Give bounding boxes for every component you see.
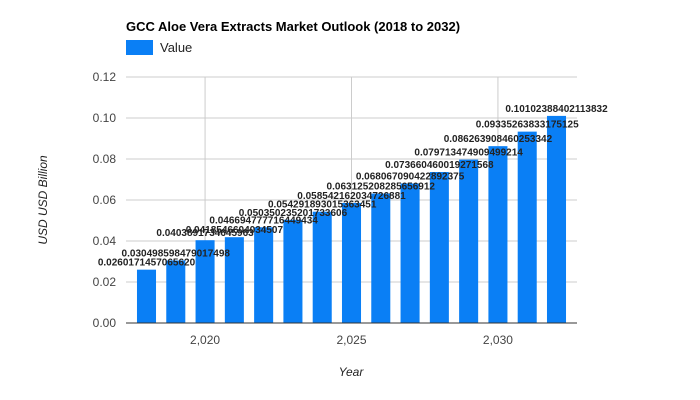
bars-layer [136,115,567,324]
data-label: 0.086263908460253342 [444,134,553,145]
data-label: 0.0260171457065620 [98,258,196,269]
bar [136,269,157,323]
bar [517,131,537,323]
data-label: 0.10102388402113832 [505,104,608,115]
data-label: 0.0418546604034507 [186,225,284,236]
bar [166,260,186,323]
bar [488,146,508,323]
y-tick-label: 0.04 [93,234,117,248]
chart-title: GCC Aloe Vera Extracts Market Outlook (2… [126,19,460,34]
bar [312,211,332,323]
data-label: 0.09335263833175125 [476,120,579,131]
data-label: 0.073660460019271568 [385,160,494,171]
bar [429,171,449,323]
legend-swatch [126,40,153,55]
data-label: 0.046694777716449434 [209,215,318,226]
x-tick-label: 2,030 [483,333,513,347]
y-tick-label: 0.10 [93,111,117,125]
bar [459,159,479,323]
data-label: 0.068067090422892375 [356,171,465,182]
y-ticks-layer: 0.00 0.02 0.04 0.06 0.08 0.10 0.12 [93,70,117,330]
bar [371,193,391,323]
data-label: 0.030498598479017498 [122,248,231,259]
data-label: 0.050350235201733606 [239,208,348,219]
x-tick-label: 2,025 [336,333,366,347]
x-tick-label: 2,020 [190,333,220,347]
x-axis-title: Year [339,365,365,379]
data-label: 0.063125208285656912 [327,182,436,193]
bar [341,202,362,323]
y-tick-label: 0.12 [93,70,117,84]
data-label: 0.054291893015363451 [268,200,377,211]
data-label: 0.079713474909499214 [414,148,523,159]
y-tick-label: 0.00 [93,316,117,330]
bar [195,240,215,323]
bar [254,227,274,323]
bar [224,237,244,323]
y-tick-label: 0.06 [93,193,117,207]
y-tick-label: 0.02 [93,275,117,289]
legend-label: Value [160,40,192,55]
bar [546,115,567,324]
data-label: 0.058542162034726881 [297,191,406,202]
legend: Value [126,40,192,55]
x-ticks-layer: 2,020 2,025 2,030 [190,333,513,347]
y-tick-label: 0.08 [93,152,117,166]
y-axis-title: USD USD Billion [36,155,50,245]
data-label: 0.0403891734645963 [156,228,254,239]
bar [400,183,420,323]
bar [283,219,303,323]
